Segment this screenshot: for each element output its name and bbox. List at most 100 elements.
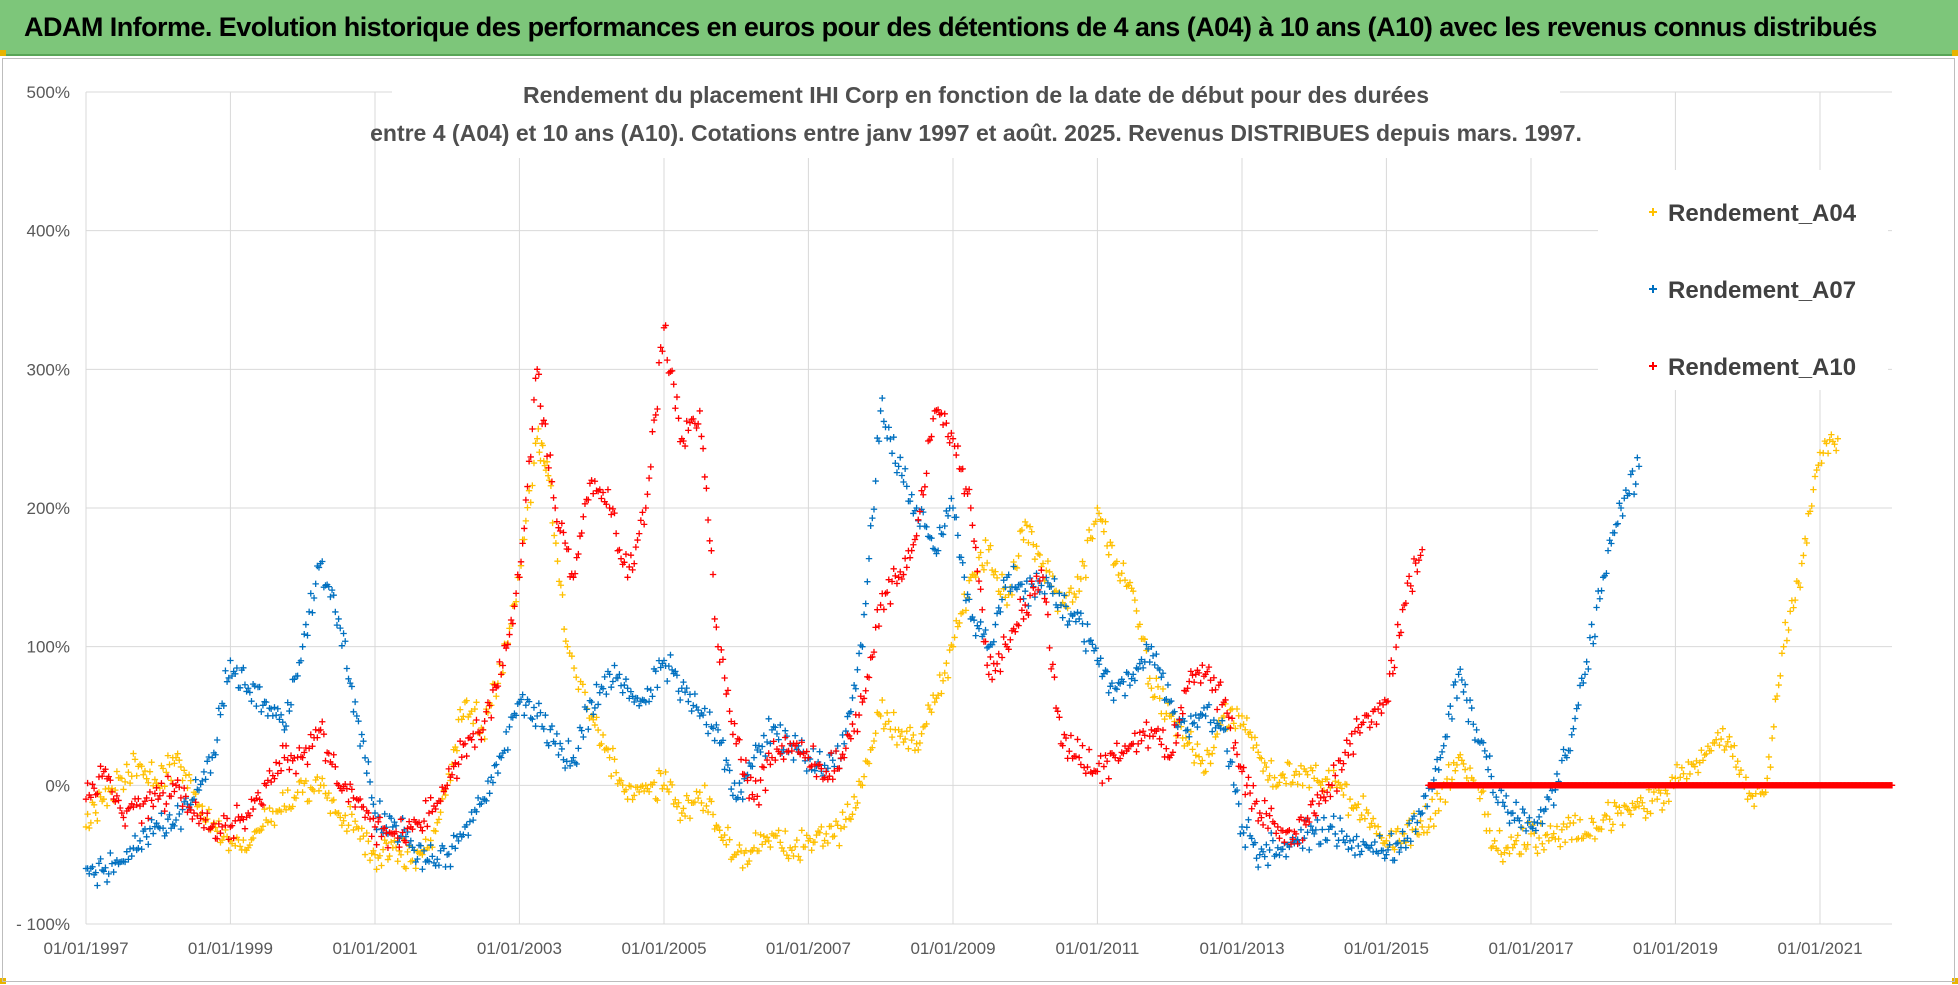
data-point [672, 796, 679, 803]
data-point [550, 738, 557, 745]
data-point [1158, 673, 1165, 681]
data-point [1343, 833, 1350, 840]
data-point [1230, 781, 1237, 789]
data-point [1791, 596, 1799, 604]
data-point [102, 864, 109, 871]
data-point [1432, 810, 1439, 817]
data-point [1419, 546, 1426, 553]
data-point [1181, 717, 1188, 725]
data-point [180, 784, 188, 792]
series-rendement-a07 [82, 394, 1643, 889]
data-point [928, 534, 935, 542]
data-point [1394, 825, 1401, 832]
data-point [113, 768, 121, 775]
data-point [1052, 587, 1060, 595]
data-point [1015, 552, 1022, 560]
data-point [1190, 679, 1198, 686]
data-point [872, 624, 879, 631]
data-point [524, 504, 531, 511]
data-point [929, 415, 937, 422]
data-point [555, 578, 563, 585]
data-point [852, 685, 859, 692]
data-point [1209, 728, 1216, 735]
data-point [153, 819, 160, 827]
data-point [936, 524, 943, 531]
data-point [640, 787, 648, 795]
data-point [586, 697, 594, 704]
data-point [163, 800, 170, 808]
data-point [1036, 551, 1043, 559]
data-point [1458, 676, 1466, 684]
data-point [458, 754, 465, 761]
data-point [1094, 504, 1101, 512]
data-point [1306, 784, 1313, 791]
data-point [1333, 842, 1341, 850]
data-point [207, 769, 214, 777]
data-point [1332, 830, 1339, 838]
data-point [1494, 847, 1502, 854]
data-point [880, 606, 888, 613]
data-point [532, 722, 539, 730]
legend-item: Rendement_A04 [1649, 200, 1857, 227]
data-point [1543, 831, 1551, 838]
data-point [130, 750, 137, 757]
data-point [243, 847, 250, 854]
data-point [1557, 843, 1564, 850]
data-point [726, 708, 733, 715]
data-point [1136, 621, 1144, 628]
data-point [488, 714, 495, 721]
data-point [1727, 743, 1735, 751]
data-point [785, 855, 792, 862]
data-point [561, 539, 569, 547]
data-point [664, 677, 671, 685]
data-point [1365, 809, 1372, 817]
data-point [522, 702, 530, 709]
data-point [1128, 585, 1135, 592]
data-point [943, 659, 950, 667]
data-point [680, 805, 687, 812]
data-point [915, 746, 922, 754]
data-point [1319, 778, 1326, 785]
data-point [363, 829, 370, 837]
data-point [629, 566, 636, 574]
data-point [1414, 568, 1421, 575]
x-tick-label: 01/01/1997 [43, 939, 128, 958]
data-point [1775, 681, 1782, 689]
data-point [328, 586, 336, 594]
data-point [906, 554, 914, 561]
data-point [908, 547, 915, 554]
data-point [897, 454, 904, 461]
data-point [627, 552, 635, 559]
data-point [701, 782, 708, 789]
data-point [920, 508, 927, 516]
data-point [596, 689, 603, 696]
data-point [521, 525, 528, 532]
data-point [1084, 620, 1091, 628]
data-point [877, 407, 884, 415]
data-point [654, 405, 661, 413]
data-point [1392, 643, 1400, 651]
data-point [908, 736, 915, 744]
data-point [218, 837, 226, 844]
data-point [767, 740, 774, 747]
data-point [125, 856, 132, 863]
data-point [1773, 692, 1781, 700]
data-point [983, 559, 991, 567]
data-point [867, 522, 874, 529]
data-point [1207, 760, 1214, 767]
y-tick-label: 300% [27, 360, 70, 379]
data-point [1634, 454, 1641, 461]
data-point [146, 788, 154, 796]
data-point [1496, 827, 1503, 834]
data-point [1274, 823, 1281, 831]
data-point [274, 705, 281, 712]
data-point [1266, 846, 1273, 854]
data-point [402, 865, 410, 872]
data-point [975, 625, 983, 632]
data-point [972, 632, 979, 639]
data-point [1558, 757, 1566, 764]
data-point [136, 837, 144, 844]
data-point [988, 566, 996, 574]
data-point [131, 832, 139, 840]
data-point [376, 797, 384, 805]
